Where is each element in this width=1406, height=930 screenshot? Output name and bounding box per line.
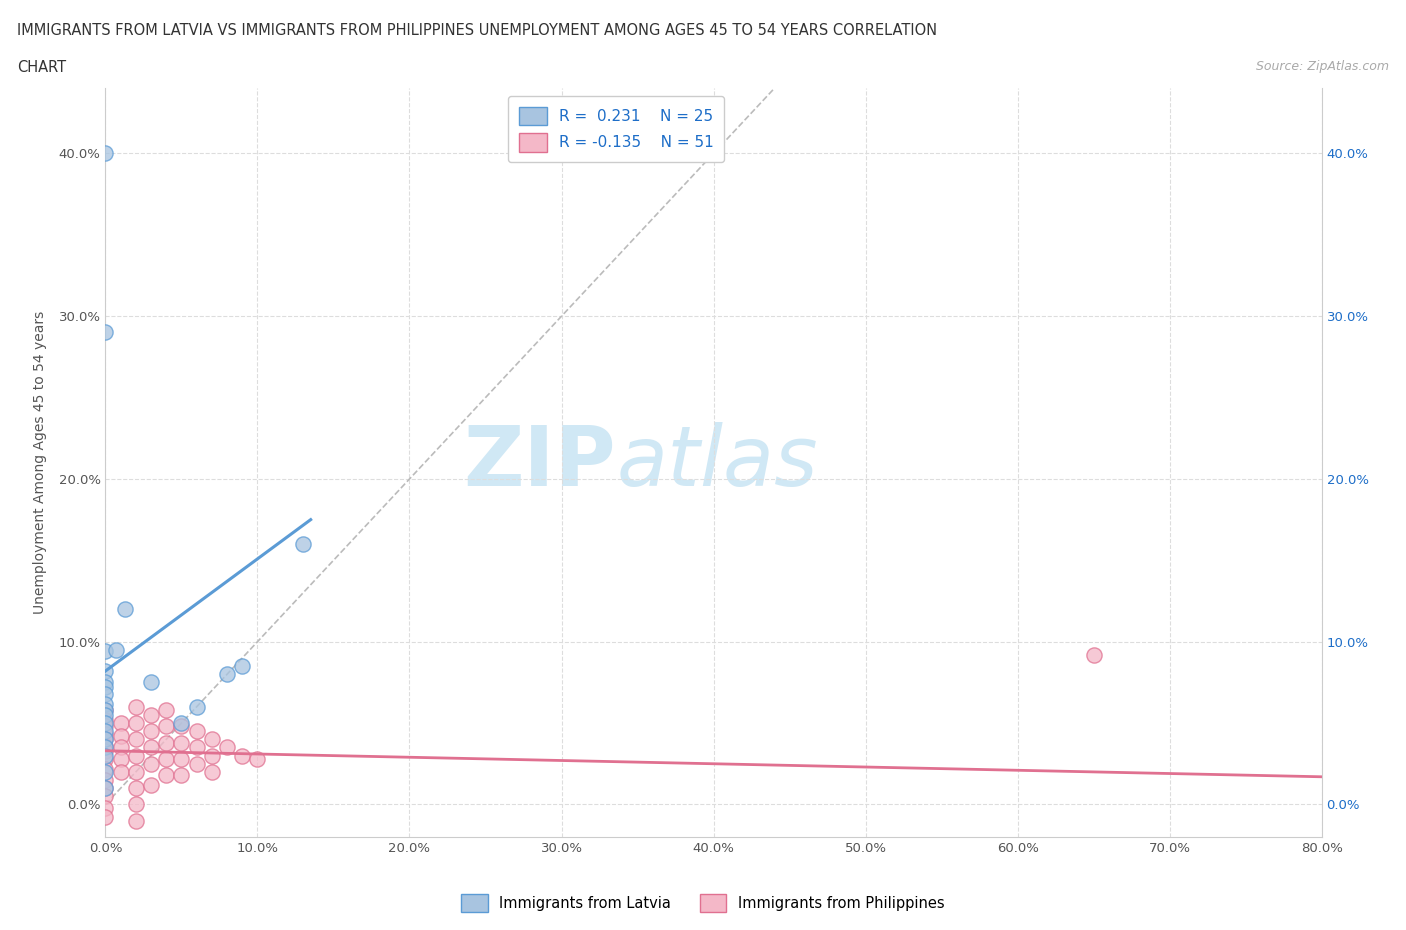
Point	[155, 703, 177, 718]
Point	[94, 732, 117, 747]
Point	[114, 602, 136, 617]
Point	[139, 740, 162, 755]
Legend: Immigrants from Latvia, Immigrants from Philippines: Immigrants from Latvia, Immigrants from …	[456, 888, 950, 918]
Point	[170, 719, 193, 734]
Point	[94, 751, 117, 766]
Y-axis label: Unemployment Among Ages 45 to 54 years: Unemployment Among Ages 45 to 54 years	[34, 311, 48, 615]
Text: ZIP: ZIP	[464, 422, 616, 503]
Point	[201, 732, 224, 747]
Point	[125, 699, 148, 714]
Point	[94, 675, 117, 690]
Point	[94, 712, 117, 727]
Point	[94, 748, 117, 763]
Point	[155, 768, 177, 783]
Point	[125, 748, 148, 763]
Point	[94, 703, 117, 718]
Point	[201, 748, 224, 763]
Point	[292, 537, 315, 551]
Point	[1083, 647, 1105, 662]
Point	[186, 699, 208, 714]
Point	[94, 716, 117, 731]
Point	[155, 751, 177, 766]
Point	[94, 703, 117, 718]
Point	[94, 326, 117, 340]
Point	[94, 761, 117, 776]
Point	[139, 777, 162, 792]
Text: IMMIGRANTS FROM LATVIA VS IMMIGRANTS FROM PHILIPPINES UNEMPLOYMENT AMONG AGES 45: IMMIGRANTS FROM LATVIA VS IMMIGRANTS FRO…	[17, 23, 936, 38]
Point	[125, 797, 148, 812]
Point	[94, 724, 117, 738]
Point	[94, 773, 117, 788]
Point	[94, 719, 117, 734]
Point	[155, 736, 177, 751]
Point	[105, 643, 128, 658]
Point	[170, 716, 193, 731]
Point	[94, 810, 117, 825]
Point	[94, 146, 117, 161]
Point	[139, 675, 162, 690]
Point	[94, 789, 117, 804]
Point	[201, 764, 224, 779]
Point	[217, 667, 239, 682]
Point	[94, 696, 117, 711]
Point	[94, 740, 117, 755]
Point	[217, 740, 239, 755]
Point	[231, 658, 253, 673]
Point	[94, 732, 117, 747]
Point	[139, 724, 162, 738]
Point	[170, 751, 193, 766]
Point	[94, 781, 117, 796]
Point	[125, 813, 148, 829]
Point	[94, 727, 117, 742]
Point	[125, 732, 148, 747]
Point	[125, 781, 148, 796]
Point	[110, 740, 132, 755]
Point	[125, 716, 148, 731]
Text: atlas: atlas	[616, 422, 818, 503]
Text: CHART: CHART	[17, 60, 66, 75]
Point	[94, 764, 117, 779]
Point	[94, 800, 117, 815]
Point	[231, 748, 253, 763]
Legend: R =  0.231    N = 25, R = -0.135    N = 51: R = 0.231 N = 25, R = -0.135 N = 51	[509, 96, 724, 163]
Point	[186, 756, 208, 771]
Point	[94, 664, 117, 679]
Point	[110, 729, 132, 744]
Text: Source: ZipAtlas.com: Source: ZipAtlas.com	[1256, 60, 1389, 73]
Point	[186, 740, 208, 755]
Point	[94, 644, 117, 659]
Point	[94, 680, 117, 695]
Point	[139, 756, 162, 771]
Point	[94, 743, 117, 758]
Point	[246, 751, 269, 766]
Point	[186, 724, 208, 738]
Point	[94, 781, 117, 796]
Point	[94, 686, 117, 701]
Point	[110, 716, 132, 731]
Point	[155, 719, 177, 734]
Point	[94, 738, 117, 753]
Point	[139, 708, 162, 723]
Point	[125, 764, 148, 779]
Point	[170, 736, 193, 751]
Point	[110, 764, 132, 779]
Point	[110, 751, 132, 766]
Point	[170, 768, 193, 783]
Point	[94, 708, 117, 723]
